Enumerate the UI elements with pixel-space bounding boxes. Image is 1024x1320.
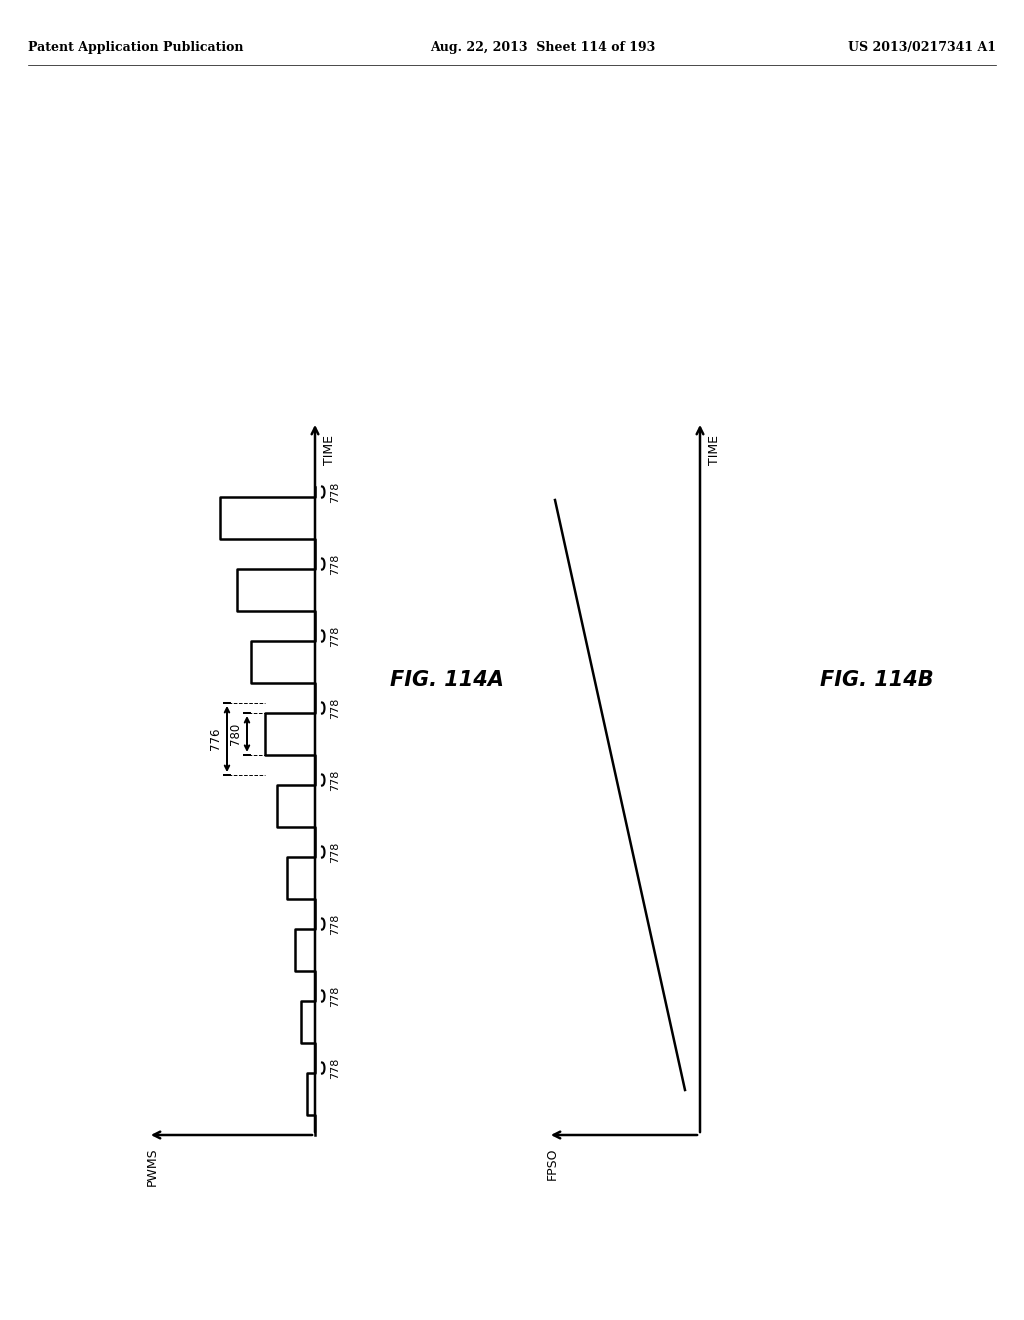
Text: PWMS: PWMS (145, 1147, 159, 1185)
Text: 778: 778 (331, 626, 341, 647)
Text: US 2013/0217341 A1: US 2013/0217341 A1 (848, 41, 996, 54)
Text: FPSO: FPSO (546, 1147, 558, 1180)
Text: 778: 778 (331, 553, 341, 574)
Text: Aug. 22, 2013  Sheet 114 of 193: Aug. 22, 2013 Sheet 114 of 193 (430, 41, 655, 54)
Text: FIG. 114B: FIG. 114B (820, 671, 934, 690)
Text: 778: 778 (331, 482, 341, 503)
Text: 778: 778 (331, 697, 341, 718)
Text: FIG. 114A: FIG. 114A (390, 671, 504, 690)
Text: 780: 780 (229, 723, 242, 744)
Text: 778: 778 (331, 913, 341, 935)
Text: 776: 776 (209, 727, 222, 750)
Text: TIME: TIME (323, 436, 336, 465)
Text: 778: 778 (331, 841, 341, 863)
Text: 778: 778 (331, 985, 341, 1007)
Text: Patent Application Publication: Patent Application Publication (28, 41, 244, 54)
Text: 778: 778 (331, 1057, 341, 1078)
Text: TIME: TIME (708, 436, 721, 465)
Text: 778: 778 (331, 770, 341, 791)
